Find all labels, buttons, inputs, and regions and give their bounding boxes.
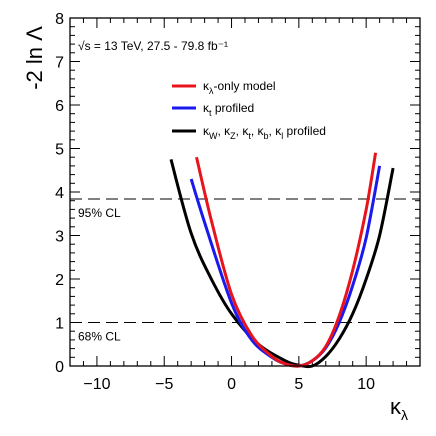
y-tick-label: 0	[55, 359, 64, 376]
y-tick-label: 5	[55, 142, 64, 159]
series-line-kl-only	[195, 152, 378, 368]
series-line-kt-profiled	[189, 165, 382, 368]
y-tick-label: 6	[55, 98, 64, 115]
legend-text-kt-profiled: κt profiled	[203, 101, 254, 118]
y-tick-label: 2	[55, 272, 64, 289]
y-axis-label: -2 ln Λ	[22, 26, 47, 90]
x-tick-label: 5	[294, 376, 303, 393]
series-curves	[169, 152, 395, 369]
reference-lines: 95% CL 68% CL	[70, 198, 420, 344]
y-tick-label: 8	[55, 11, 64, 28]
tick-layer: −10 −5 0 5 10 0 1 2 3 4 5 6 7 8	[55, 11, 421, 393]
energy-annotation: √s = 13 TeV, 27.5 - 79.8 fb⁻¹	[78, 39, 228, 53]
y-tick-label: 7	[55, 55, 64, 72]
x-axis-label: κλ	[390, 394, 408, 423]
legend: κλ-only model κt profiled κW, κZ, κt, κb…	[172, 79, 326, 141]
y-tick-label: 4	[55, 185, 64, 202]
plot-frame	[69, 17, 421, 367]
x-tick-label: 0	[227, 376, 236, 393]
legend-text-kl-only: κλ-only model	[203, 79, 276, 96]
cl-label: 68% CL	[78, 330, 121, 344]
legend-text-all-profiled: κW, κZ, κt, κb, κl profiled	[203, 124, 326, 141]
x-tick-label: 10	[357, 376, 375, 393]
cl-label: 95% CL	[78, 206, 121, 220]
y-tick-label: 3	[55, 229, 64, 246]
y-tick-label: 1	[55, 316, 64, 333]
x-tick-label: −10	[83, 376, 110, 393]
x-tick-label: −5	[155, 376, 173, 393]
